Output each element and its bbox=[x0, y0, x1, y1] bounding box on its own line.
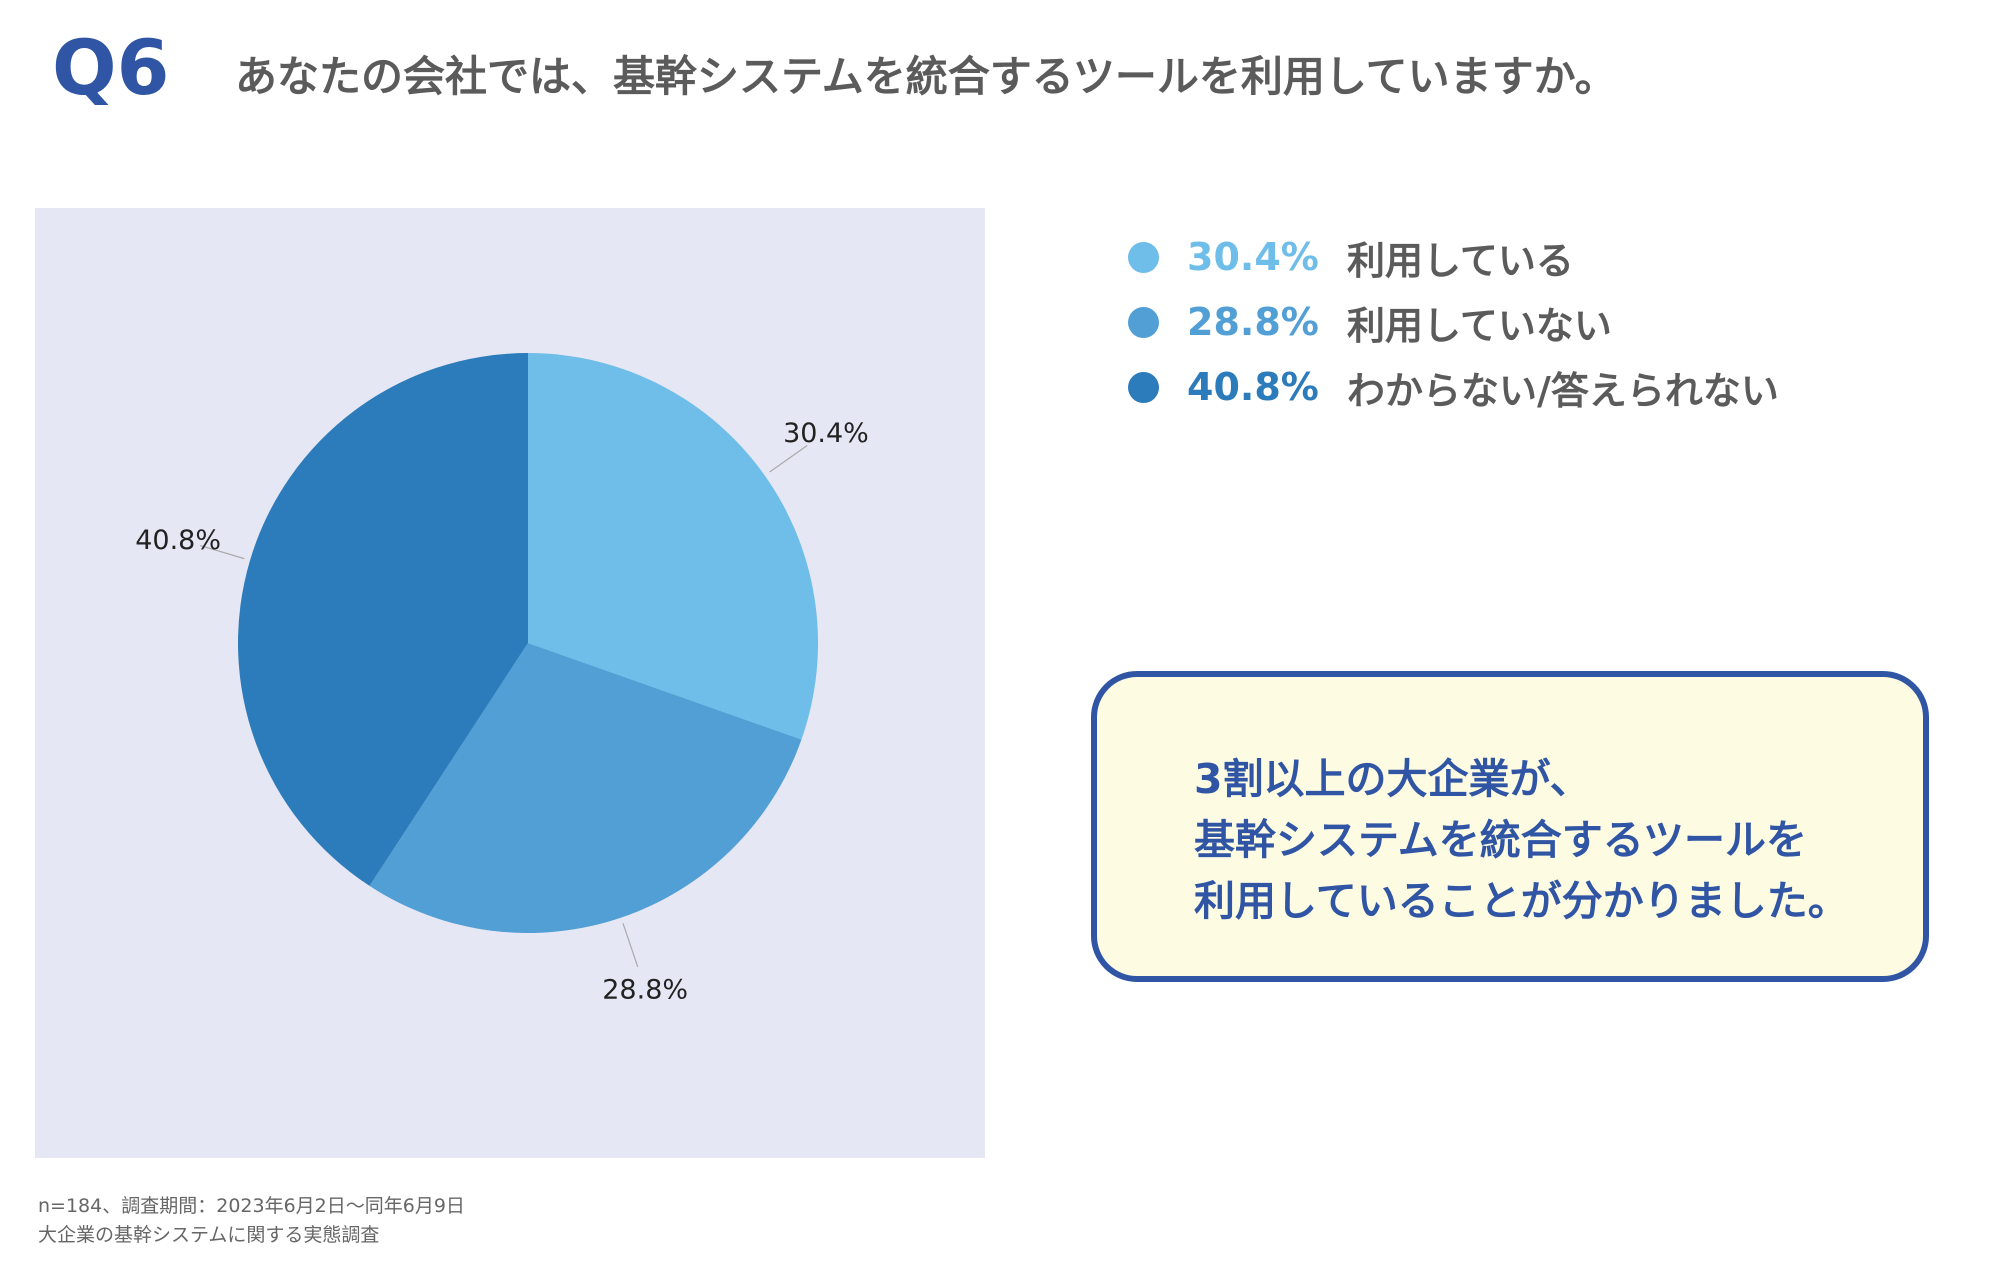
callout-line: 利用していることが分かりました。 bbox=[1194, 877, 1849, 925]
callout-line: 3割以上の大企業が、 bbox=[1194, 755, 1591, 803]
pie-slice-not-using bbox=[369, 643, 802, 933]
legend-label: 利用していない bbox=[1347, 303, 1612, 348]
legend-item-using: 30.4% 利用している bbox=[1128, 232, 1779, 283]
question-number: Q6 bbox=[52, 23, 170, 112]
footnote-survey-title: 大企業の基幹システムに関する実態調査 bbox=[38, 1224, 380, 1246]
data-label-leader-line bbox=[769, 444, 808, 473]
legend-percent: 40.8% bbox=[1187, 365, 1319, 409]
legend-dot-icon bbox=[1128, 306, 1159, 338]
legend-dot-icon bbox=[1128, 241, 1159, 273]
data-label: 40.8% bbox=[135, 525, 221, 556]
callout-line: 基幹システムを統合するツールを bbox=[1194, 816, 1807, 864]
footnote-survey-info: n=184、調査期間：2023年6月2日〜同年6月9日 bbox=[38, 1195, 465, 1217]
legend-percent: 28.8% bbox=[1187, 300, 1319, 344]
pie-chart-panel: 30.4% 28.8% 40.8% bbox=[35, 208, 985, 1158]
legend-label: 利用している bbox=[1347, 238, 1574, 283]
legend-dot-icon bbox=[1128, 371, 1159, 403]
callout-text: 3割以上の大企業が、 基幹システムを統合するツールを 利用していることが分かりま… bbox=[1194, 749, 1849, 932]
pie-slice-unknown bbox=[238, 353, 528, 886]
data-label: 30.4% bbox=[783, 418, 869, 449]
data-label-leader-line bbox=[622, 923, 639, 968]
question-text: あなたの会社では、基幹システムを統合するツールを利用していますか。 bbox=[235, 52, 1617, 101]
data-label: 28.8% bbox=[602, 975, 688, 1006]
pie-slice-using bbox=[528, 353, 819, 740]
data-label-leader-line bbox=[200, 544, 245, 560]
legend-item-unknown: 40.8% わからない/答えられない bbox=[1128, 362, 1779, 413]
footnote: n=184、調査期間：2023年6月2日〜同年6月9日 大企業の基幹システムに関… bbox=[38, 1192, 465, 1250]
legend-percent: 30.4% bbox=[1187, 235, 1319, 279]
summary-callout: 3割以上の大企業が、 基幹システムを統合するツールを 利用していることが分かりま… bbox=[1091, 671, 1929, 982]
legend-item-not-using: 28.8% 利用していない bbox=[1128, 297, 1779, 348]
legend-label: わからない/答えられない bbox=[1347, 368, 1779, 413]
pie-chart: 30.4% 28.8% 40.8% bbox=[135, 353, 869, 1006]
legend: 30.4% 利用している 28.8% 利用していない 40.8% わからない/答… bbox=[1128, 232, 1779, 427]
